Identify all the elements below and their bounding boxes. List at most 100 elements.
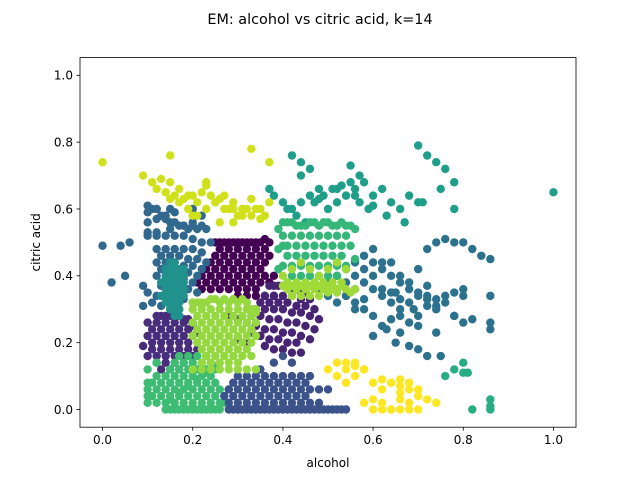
y-axis-label: citric acid <box>29 213 43 271</box>
data-point-cluster-1 <box>165 345 175 354</box>
data-point-cluster-8 <box>314 385 324 394</box>
data-point-cluster-2 <box>260 305 270 314</box>
data-point-cluster-8 <box>269 398 279 408</box>
data-point-cluster-0 <box>206 271 215 281</box>
data-point-cluster-6 <box>283 204 292 214</box>
data-point-cluster-2 <box>278 305 288 314</box>
data-point-cluster-4 <box>450 311 459 321</box>
data-point-cluster-8 <box>242 371 252 381</box>
data-point-cluster-3 <box>165 204 175 214</box>
data-point-cluster-8 <box>278 351 288 361</box>
data-point-cluster-13 <box>359 365 369 374</box>
data-point-cluster-8 <box>247 378 256 387</box>
data-point-cluster-11 <box>296 291 306 301</box>
data-point-cluster-6 <box>382 211 391 220</box>
data-point-cluster-4 <box>413 345 423 354</box>
data-point-cluster-10 <box>233 331 243 341</box>
data-point-cluster-0 <box>242 244 252 254</box>
data-point-cluster-6 <box>314 194 324 204</box>
data-point-cluster-13 <box>404 398 414 408</box>
data-point-cluster-10 <box>193 311 202 321</box>
data-point-cluster-7 <box>175 388 184 397</box>
data-point-cluster-9 <box>346 241 355 250</box>
data-point-cluster-7 <box>202 391 211 401</box>
data-point-cluster-2 <box>310 325 319 334</box>
data-point-cluster-8 <box>233 371 243 381</box>
data-point-cluster-2 <box>260 341 270 351</box>
data-point-cluster-8 <box>287 385 297 394</box>
data-point-cluster-8 <box>296 371 306 381</box>
data-point-cluster-8 <box>238 378 247 387</box>
data-point-cluster-13 <box>404 385 414 394</box>
data-point-cluster-8 <box>287 371 297 381</box>
data-point-cluster-6 <box>395 204 405 214</box>
data-point-cluster-1 <box>156 325 166 334</box>
data-point-cluster-4 <box>436 351 445 361</box>
data-point-cluster-12 <box>206 191 215 200</box>
data-point-cluster-8 <box>265 378 274 387</box>
data-point-cluster-5 <box>179 278 188 287</box>
data-point-cluster-3 <box>184 254 193 264</box>
data-point-cluster-9 <box>319 241 328 250</box>
data-point-cluster-13 <box>350 371 360 381</box>
data-point-cluster-3 <box>179 244 188 254</box>
data-point-cluster-13 <box>395 388 405 397</box>
data-point-cluster-4 <box>395 328 405 337</box>
data-point-cluster-1 <box>179 318 188 327</box>
data-point-cluster-3 <box>175 251 184 260</box>
data-point-cluster-0 <box>260 244 270 254</box>
data-point-cluster-4 <box>332 298 342 307</box>
data-point-cluster-8 <box>229 391 238 401</box>
data-point-cluster-3 <box>152 271 161 281</box>
data-point-cluster-10 <box>247 325 256 334</box>
data-point-cluster-13 <box>395 375 405 384</box>
data-point-cluster-4 <box>441 291 450 301</box>
data-point-cluster-6 <box>359 178 369 187</box>
data-point-cluster-10 <box>188 331 197 341</box>
data-point-cluster-3 <box>161 231 170 240</box>
data-point-cluster-0 <box>233 284 243 294</box>
data-point-cluster-0 <box>211 278 220 287</box>
data-point-cluster-13 <box>404 405 414 414</box>
data-point-cluster-13 <box>423 395 432 404</box>
data-point-cluster-14 <box>486 395 495 404</box>
data-point-cluster-0 <box>229 251 238 260</box>
data-point-cluster-3 <box>197 248 206 257</box>
data-point-cluster-13 <box>395 405 405 414</box>
data-point-cluster-11 <box>283 278 292 287</box>
data-point-cluster-8 <box>220 391 229 401</box>
data-point-cluster-12 <box>188 191 197 200</box>
data-point-cluster-4 <box>432 328 441 337</box>
data-point-cluster-10 <box>211 311 220 321</box>
data-point-cluster-3 <box>116 241 125 250</box>
data-point-cluster-3 <box>147 298 157 307</box>
data-point-cluster-5 <box>179 271 188 281</box>
data-point-cluster-12 <box>220 191 229 200</box>
y-axis-ticks: 0.0 0.2 0.4 0.6 0.8 1.0 <box>54 69 80 417</box>
data-point-cluster-0 <box>265 238 274 247</box>
data-point-cluster-11 <box>328 278 337 287</box>
data-point-cluster-4 <box>423 351 432 361</box>
data-point-cluster-3 <box>165 224 175 234</box>
data-point-cluster-9 <box>287 271 297 281</box>
data-point-cluster-10 <box>197 331 206 341</box>
data-point-cluster-10 <box>238 351 247 361</box>
data-point-cluster-3 <box>152 258 161 267</box>
data-point-cluster-7 <box>143 365 152 374</box>
data-point-cluster-14 <box>459 358 468 367</box>
data-point-cluster-1 <box>152 351 161 361</box>
data-point-cluster-13 <box>368 405 378 414</box>
data-point-cluster-0 <box>202 278 211 287</box>
data-point-cluster-10 <box>233 345 243 354</box>
data-point-cluster-2 <box>269 305 279 314</box>
data-point-cluster-3 <box>197 264 206 274</box>
data-point-cluster-0 <box>238 278 247 287</box>
data-point-cluster-3 <box>202 224 211 234</box>
data-point-cluster-4 <box>382 325 391 334</box>
data-point-cluster-12 <box>165 151 175 160</box>
data-point-cluster-3 <box>143 288 152 297</box>
data-point-cluster-10 <box>251 365 261 374</box>
data-point-cluster-12 <box>156 174 166 184</box>
y-tick-label: 1.0 <box>54 69 73 83</box>
data-point-cluster-8 <box>292 391 301 401</box>
